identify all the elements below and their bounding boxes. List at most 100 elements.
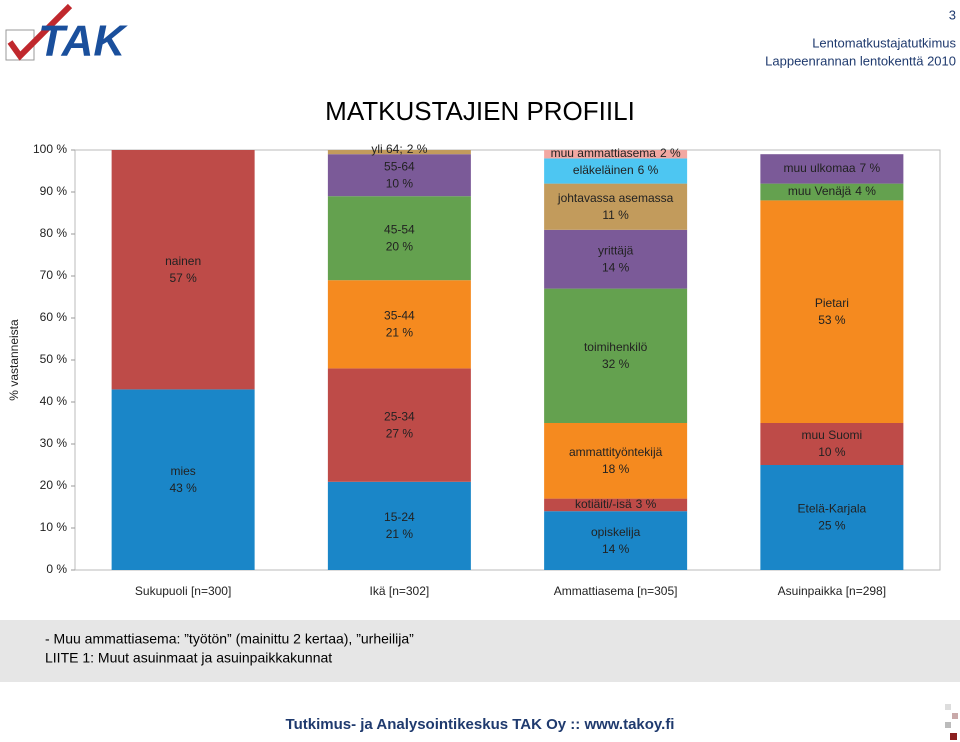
- segment-name: kotiäiti/-isä: [575, 497, 632, 511]
- bar-segment: [544, 158, 688, 184]
- segment-value: 2 %: [660, 146, 681, 160]
- bar-segment: [544, 498, 688, 512]
- segment-name: opiskelija: [591, 525, 641, 539]
- bar-segment: [327, 280, 471, 369]
- note: LIITE 1: Muut asuinmaat ja asuinpaikkaku…: [45, 650, 332, 666]
- segment-name: muu Suomi: [802, 428, 863, 442]
- segment-value: 11 %: [602, 208, 629, 222]
- segment-value: 3 %: [636, 497, 657, 511]
- segment-value: 4 %: [855, 184, 876, 198]
- y-tick-label: 80 %: [40, 226, 68, 240]
- y-axis-label: % vastanneista: [7, 319, 21, 401]
- plot: [111, 150, 904, 570]
- logo: TAK: [5, 3, 128, 66]
- bar-segment: [327, 368, 471, 482]
- segment-value: 53 %: [818, 313, 846, 327]
- segment-value: 57 %: [169, 271, 197, 285]
- note-box: [0, 620, 960, 682]
- segment-name: muu Venäjä: [788, 184, 852, 198]
- segment-label: muu Venäjä 4 %: [788, 184, 876, 198]
- segment-value: 20 %: [386, 239, 414, 253]
- segment-value: 32 %: [602, 357, 630, 371]
- bar-segment: [327, 150, 471, 155]
- bar-segment: [544, 511, 688, 570]
- bar-segment: [760, 154, 904, 184]
- segment-value: 14 %: [602, 260, 630, 274]
- segment-label: muu ulkomaa 7 %: [784, 161, 881, 175]
- segment-value: 14 %: [602, 542, 630, 556]
- bar-segment: [111, 150, 255, 390]
- segment-name: nainen: [165, 254, 201, 268]
- segment-name: 15-24: [384, 510, 415, 524]
- y-tick-label: 20 %: [40, 478, 68, 492]
- footer: Tutkimus- ja Analysointikeskus TAK Oy ::…: [286, 716, 675, 733]
- y-tick-label: 30 %: [40, 436, 68, 450]
- segment-name: muu ammattiasema: [551, 146, 657, 160]
- segment-name: 35-44: [384, 308, 415, 322]
- segment-name: 55-64: [384, 159, 415, 173]
- bars: [111, 150, 904, 570]
- bar-segment: [544, 423, 688, 499]
- bar-segment: [760, 200, 904, 423]
- y-tick-label: 40 %: [40, 394, 68, 408]
- page-number: 3: [949, 7, 956, 22]
- bar-segment: [327, 154, 471, 197]
- y-tick-label: 50 %: [40, 352, 68, 366]
- x-tick-label: Sukupuoli [n=300]: [135, 584, 231, 598]
- bar-segment: [544, 288, 688, 423]
- segment-value: 2 %: [407, 142, 428, 156]
- bar-segment: [327, 481, 471, 570]
- segment-value: 43 %: [169, 481, 197, 495]
- segment-name: 25-34: [384, 409, 415, 423]
- segment-value: 21 %: [386, 325, 414, 339]
- logo-text: TAK: [38, 17, 128, 66]
- y-tick-label: 60 %: [40, 310, 68, 324]
- note: - Muu ammattiasema: ”työtön” (mainittu 2…: [45, 631, 414, 647]
- segment-name: muu ulkomaa: [784, 161, 856, 175]
- segment-name: 45-54: [384, 222, 415, 236]
- bar-segment: [544, 183, 688, 230]
- segment-value: 6 %: [638, 163, 659, 177]
- logo-check: [7, 3, 73, 61]
- segment-value: 10 %: [818, 445, 846, 459]
- segment-value: 18 %: [602, 462, 630, 476]
- header-line: Lappeenrannan lentokenttä 2010: [765, 53, 956, 68]
- y-tick-label: 90 %: [40, 184, 68, 198]
- segment-label: eläkeläinen 6 %: [573, 163, 659, 177]
- y-tick-label: 70 %: [40, 268, 68, 282]
- segment-label: muu ammattiasema 2 %: [551, 146, 681, 160]
- chart-title: MATKUSTAJIEN PROFIILI: [325, 96, 635, 126]
- header-line: Lentomatkustajatutkimus: [812, 35, 956, 50]
- segment-label: yli 64; 2 %: [371, 142, 427, 156]
- bar-segment: [544, 229, 688, 289]
- bar-segment: [760, 465, 904, 570]
- segment-value: 25 %: [818, 519, 846, 533]
- segment-name: yli 64;: [371, 142, 402, 156]
- segment-value: 10 %: [386, 176, 414, 190]
- segment-name: toimihenkilö: [584, 340, 648, 354]
- y-tick-label: 10 %: [40, 520, 68, 534]
- bar-segment: [327, 196, 471, 281]
- y-tick-label: 0 %: [46, 562, 67, 576]
- segment-value: 7 %: [860, 161, 881, 175]
- segment-name: ammattityöntekijä: [569, 445, 663, 459]
- segment-value: 27 %: [386, 426, 414, 440]
- bar-segment: [760, 183, 904, 201]
- segment-name: mies: [170, 464, 195, 478]
- bar-segment: [544, 150, 688, 159]
- segment-name: yrittäjä: [598, 243, 634, 257]
- segment-name: eläkeläinen: [573, 163, 634, 177]
- x-tick-label: Asuinpaikka [n=298]: [778, 584, 886, 598]
- bar-segment: [111, 389, 255, 570]
- segment-value: 21 %: [386, 527, 414, 541]
- segment-name: Pietari: [815, 296, 849, 310]
- x-tick-label: Ammattiasema [n=305]: [554, 584, 678, 598]
- x-tick-label: Ikä [n=302]: [370, 584, 430, 598]
- segment-name: Etelä-Karjala: [798, 502, 867, 516]
- segment-label: kotiäiti/-isä 3 %: [575, 497, 657, 511]
- y-tick-label: 100 %: [33, 142, 67, 156]
- decor: [945, 704, 958, 740]
- segment-name: johtavassa asemassa: [557, 191, 674, 205]
- bar-segment: [760, 423, 904, 465]
